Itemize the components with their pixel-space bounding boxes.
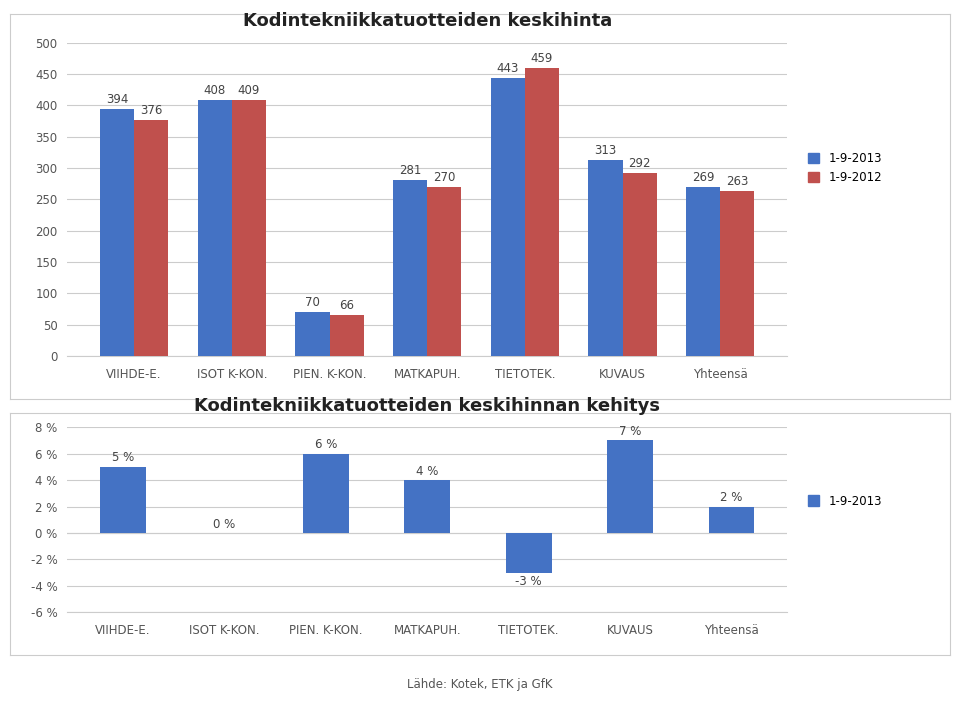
Bar	[393, 180, 427, 356]
Text: 0 %: 0 %	[213, 518, 235, 530]
Bar	[296, 312, 329, 356]
Bar	[134, 120, 168, 356]
Text: 270: 270	[433, 171, 455, 184]
Title: Kodintekniikkatuotteiden keskihinnan kehitys: Kodintekniikkatuotteiden keskihinnan keh…	[194, 397, 660, 414]
Text: 269: 269	[692, 172, 714, 184]
Bar	[686, 187, 720, 356]
Text: 409: 409	[238, 83, 260, 97]
Text: 4 %: 4 %	[416, 465, 439, 478]
Text: 281: 281	[399, 164, 421, 177]
Bar	[231, 100, 266, 356]
Text: 6 %: 6 %	[315, 439, 337, 451]
Bar	[427, 187, 462, 356]
Text: 459: 459	[531, 52, 553, 66]
Bar	[100, 467, 146, 533]
Text: 443: 443	[496, 63, 519, 75]
Text: 292: 292	[629, 157, 651, 170]
Bar	[404, 480, 450, 533]
Text: Lähde: Kotek, ETK ja GfK: Lähde: Kotek, ETK ja GfK	[407, 678, 553, 691]
Bar	[525, 68, 559, 356]
Title: Kodintekniikkatuotteiden keskihinta: Kodintekniikkatuotteiden keskihinta	[243, 12, 612, 30]
Text: 7 %: 7 %	[619, 425, 641, 438]
Legend: 1-9-2013: 1-9-2013	[807, 495, 882, 508]
Text: 5 %: 5 %	[111, 451, 133, 464]
Bar	[303, 454, 348, 533]
Text: 313: 313	[594, 144, 616, 157]
Text: 70: 70	[305, 296, 320, 309]
Text: 408: 408	[204, 84, 226, 98]
Text: 2 %: 2 %	[720, 491, 743, 504]
Bar	[506, 533, 551, 572]
Text: 66: 66	[339, 298, 354, 312]
Bar	[100, 109, 134, 356]
Bar	[491, 78, 525, 356]
Bar	[720, 192, 755, 356]
Bar	[198, 100, 231, 356]
Bar	[708, 506, 755, 533]
Text: -3 %: -3 %	[516, 575, 542, 588]
Text: 394: 394	[106, 93, 129, 106]
Bar	[623, 173, 657, 356]
Text: 376: 376	[140, 104, 162, 117]
Bar	[329, 315, 364, 356]
Legend: 1-9-2013, 1-9-2012: 1-9-2013, 1-9-2012	[807, 152, 882, 184]
Bar	[588, 160, 623, 356]
Text: 263: 263	[726, 175, 749, 188]
Bar	[608, 441, 653, 533]
